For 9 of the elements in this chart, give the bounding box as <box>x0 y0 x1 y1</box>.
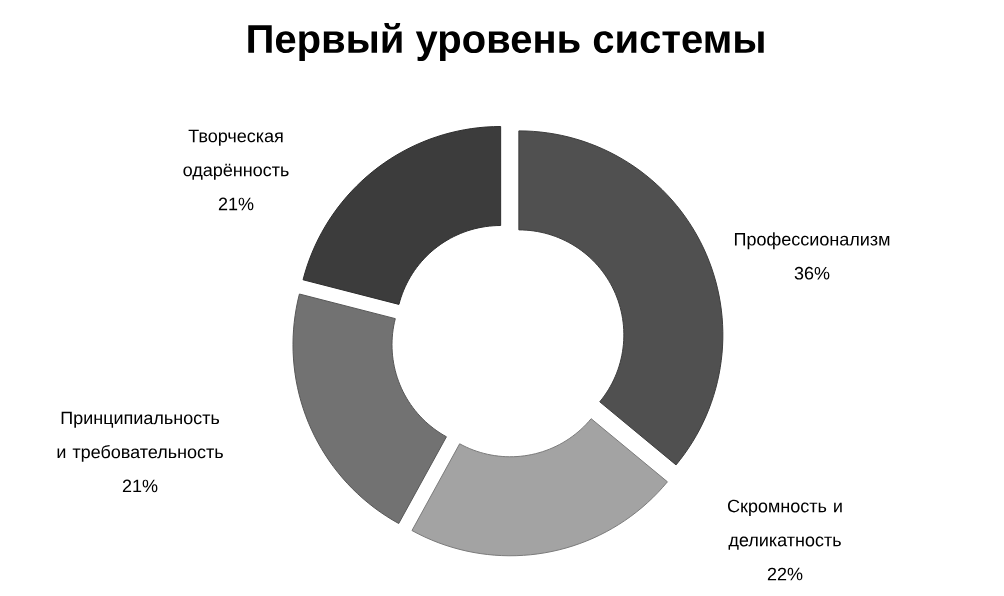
slice-label: Скромность и деликатность <box>727 499 842 550</box>
data-label: 36% <box>794 266 830 280</box>
slice-label: Профессионализм <box>734 232 890 250</box>
data-label: 22% <box>767 567 803 581</box>
chart-title: Первый уровень системы <box>248 22 764 62</box>
slice-label: Творческая одарённость <box>183 129 289 180</box>
data-label: 21% <box>218 197 254 211</box>
data-label: 21% <box>122 479 158 493</box>
slice-label: Принципиальность и требовательность <box>57 411 223 462</box>
